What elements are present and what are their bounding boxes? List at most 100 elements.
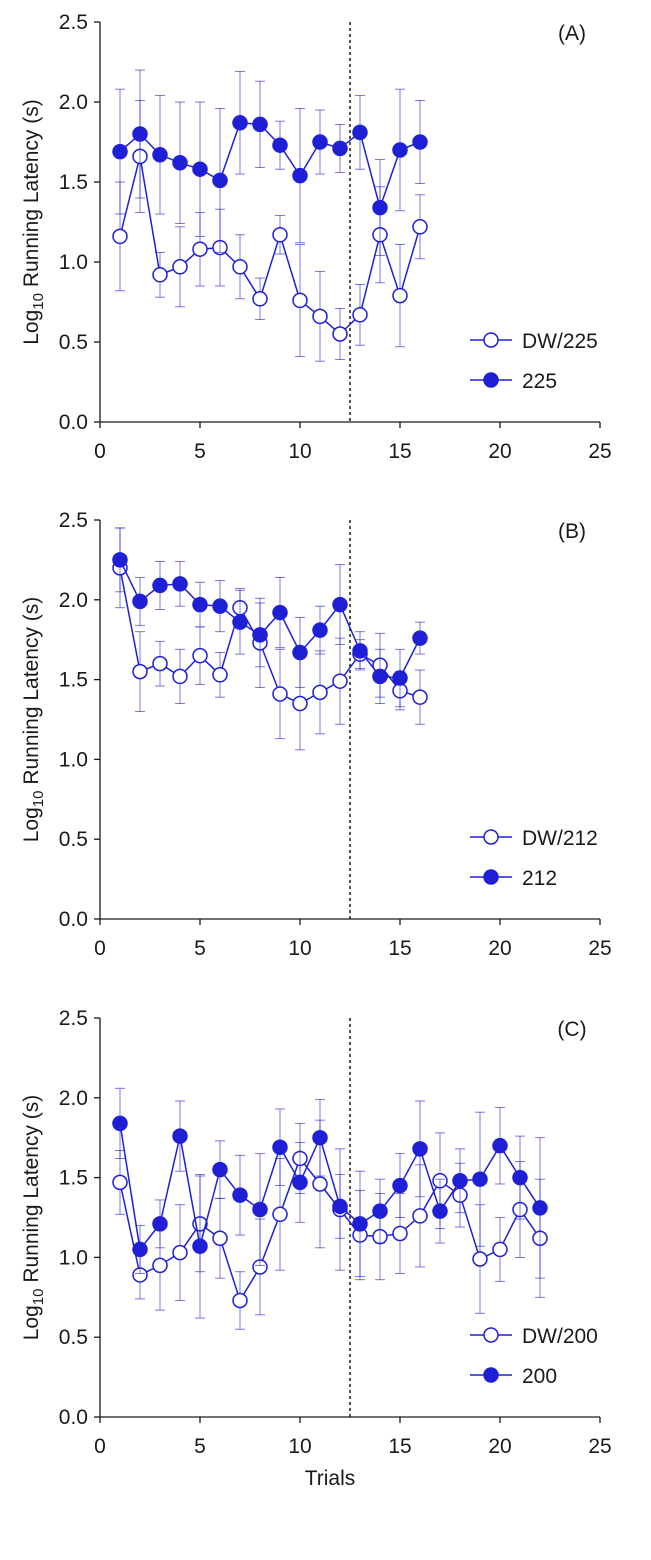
x-tick-label: 15 bbox=[388, 1435, 411, 1458]
data-point bbox=[112, 143, 128, 160]
x-tick-label: 25 bbox=[588, 440, 611, 463]
y-axis-title-prefix: Log bbox=[20, 310, 43, 345]
data-point bbox=[212, 1230, 228, 1246]
series-filled bbox=[112, 1087, 548, 1319]
panel-label: (B) bbox=[558, 520, 586, 543]
data-point bbox=[172, 1128, 188, 1144]
series-line bbox=[119, 559, 421, 679]
data-point bbox=[412, 219, 428, 235]
data-point bbox=[292, 644, 308, 661]
legend-label: DW/225 bbox=[522, 330, 598, 353]
y-axis-title-subscript: 10 bbox=[30, 791, 47, 808]
data-point bbox=[412, 630, 428, 646]
y-tick-label: 2.0 bbox=[59, 1087, 88, 1110]
data-point bbox=[332, 326, 348, 342]
data-point bbox=[232, 614, 248, 630]
data-point bbox=[352, 307, 368, 323]
data-point bbox=[272, 1206, 288, 1223]
x-tick-label: 10 bbox=[288, 440, 311, 463]
legend-swatch-marker bbox=[483, 332, 499, 348]
y-tick-label: 1.0 bbox=[59, 748, 88, 771]
x-tick-label: 0 bbox=[94, 440, 106, 463]
series-line bbox=[119, 567, 421, 705]
data-point bbox=[212, 1161, 228, 1178]
y-axis-title: Log10 Running Latency (s) bbox=[20, 597, 47, 843]
data-point bbox=[312, 308, 328, 325]
data-point bbox=[292, 1174, 308, 1191]
data-point bbox=[172, 576, 188, 592]
data-point bbox=[192, 1238, 208, 1254]
data-point bbox=[312, 1176, 328, 1192]
y-axis-title-text: Running Latency (s) bbox=[20, 1095, 43, 1289]
data-point bbox=[412, 689, 428, 705]
series-line bbox=[119, 156, 421, 336]
data-point bbox=[132, 663, 148, 680]
series-open bbox=[112, 100, 428, 362]
data-point bbox=[132, 593, 148, 610]
data-point bbox=[212, 667, 228, 683]
data-point bbox=[352, 124, 368, 141]
data-point bbox=[132, 1241, 148, 1258]
data-point bbox=[272, 227, 288, 243]
data-point bbox=[292, 167, 308, 184]
data-point bbox=[152, 267, 168, 283]
y-axis-title: Log10 Running Latency (s) bbox=[20, 99, 47, 345]
series-filled bbox=[112, 69, 428, 257]
y-tick-label: 0.5 bbox=[59, 828, 88, 851]
data-point bbox=[112, 1115, 128, 1132]
y-axis-title-prefix: Log bbox=[20, 807, 43, 842]
data-point bbox=[392, 142, 408, 158]
data-point bbox=[112, 552, 128, 568]
data-point bbox=[352, 643, 368, 659]
data-point bbox=[212, 598, 228, 614]
data-point bbox=[272, 137, 288, 153]
data-point bbox=[392, 670, 408, 686]
y-tick-label: 2.5 bbox=[59, 509, 88, 532]
data-point bbox=[232, 1187, 248, 1203]
x-tick-label: 0 bbox=[94, 937, 106, 960]
data-point bbox=[272, 1139, 288, 1156]
data-point bbox=[192, 647, 208, 664]
data-point bbox=[152, 577, 168, 594]
y-tick-label: 2.0 bbox=[59, 91, 88, 114]
data-point bbox=[392, 287, 408, 304]
data-point bbox=[172, 155, 188, 171]
legend-label: DW/200 bbox=[522, 1325, 598, 1348]
y-tick-label: 1.0 bbox=[59, 251, 88, 274]
data-point bbox=[312, 134, 328, 150]
data-point bbox=[292, 695, 308, 712]
data-point bbox=[492, 1137, 508, 1154]
x-tick-label: 0 bbox=[94, 1435, 106, 1458]
data-point bbox=[112, 228, 128, 245]
data-point bbox=[392, 1225, 408, 1242]
data-point bbox=[492, 1241, 508, 1258]
legend-swatch-marker bbox=[483, 829, 499, 845]
legend-swatch-marker bbox=[483, 1367, 499, 1383]
data-point bbox=[252, 1201, 268, 1218]
y-tick-label: 0.0 bbox=[59, 908, 88, 931]
data-point bbox=[392, 1177, 408, 1194]
y-axis-title-subscript: 10 bbox=[30, 1289, 47, 1306]
x-tick-label: 5 bbox=[194, 937, 206, 960]
data-point bbox=[292, 292, 308, 309]
data-point bbox=[412, 1141, 428, 1157]
data-point bbox=[252, 627, 268, 643]
data-point bbox=[312, 684, 328, 701]
data-point bbox=[372, 199, 388, 216]
data-point bbox=[152, 1216, 168, 1232]
data-point bbox=[472, 1251, 488, 1267]
x-tick-label: 5 bbox=[194, 1435, 206, 1458]
data-point bbox=[172, 668, 188, 685]
data-point bbox=[512, 1169, 528, 1186]
data-point bbox=[272, 686, 288, 702]
data-point bbox=[252, 116, 268, 133]
x-tick-label: 15 bbox=[388, 440, 411, 463]
x-tick-label: 10 bbox=[288, 937, 311, 960]
panel-label: (A) bbox=[558, 22, 586, 45]
y-tick-label: 1.5 bbox=[59, 1167, 88, 1190]
legend-swatch-marker bbox=[483, 1327, 499, 1343]
